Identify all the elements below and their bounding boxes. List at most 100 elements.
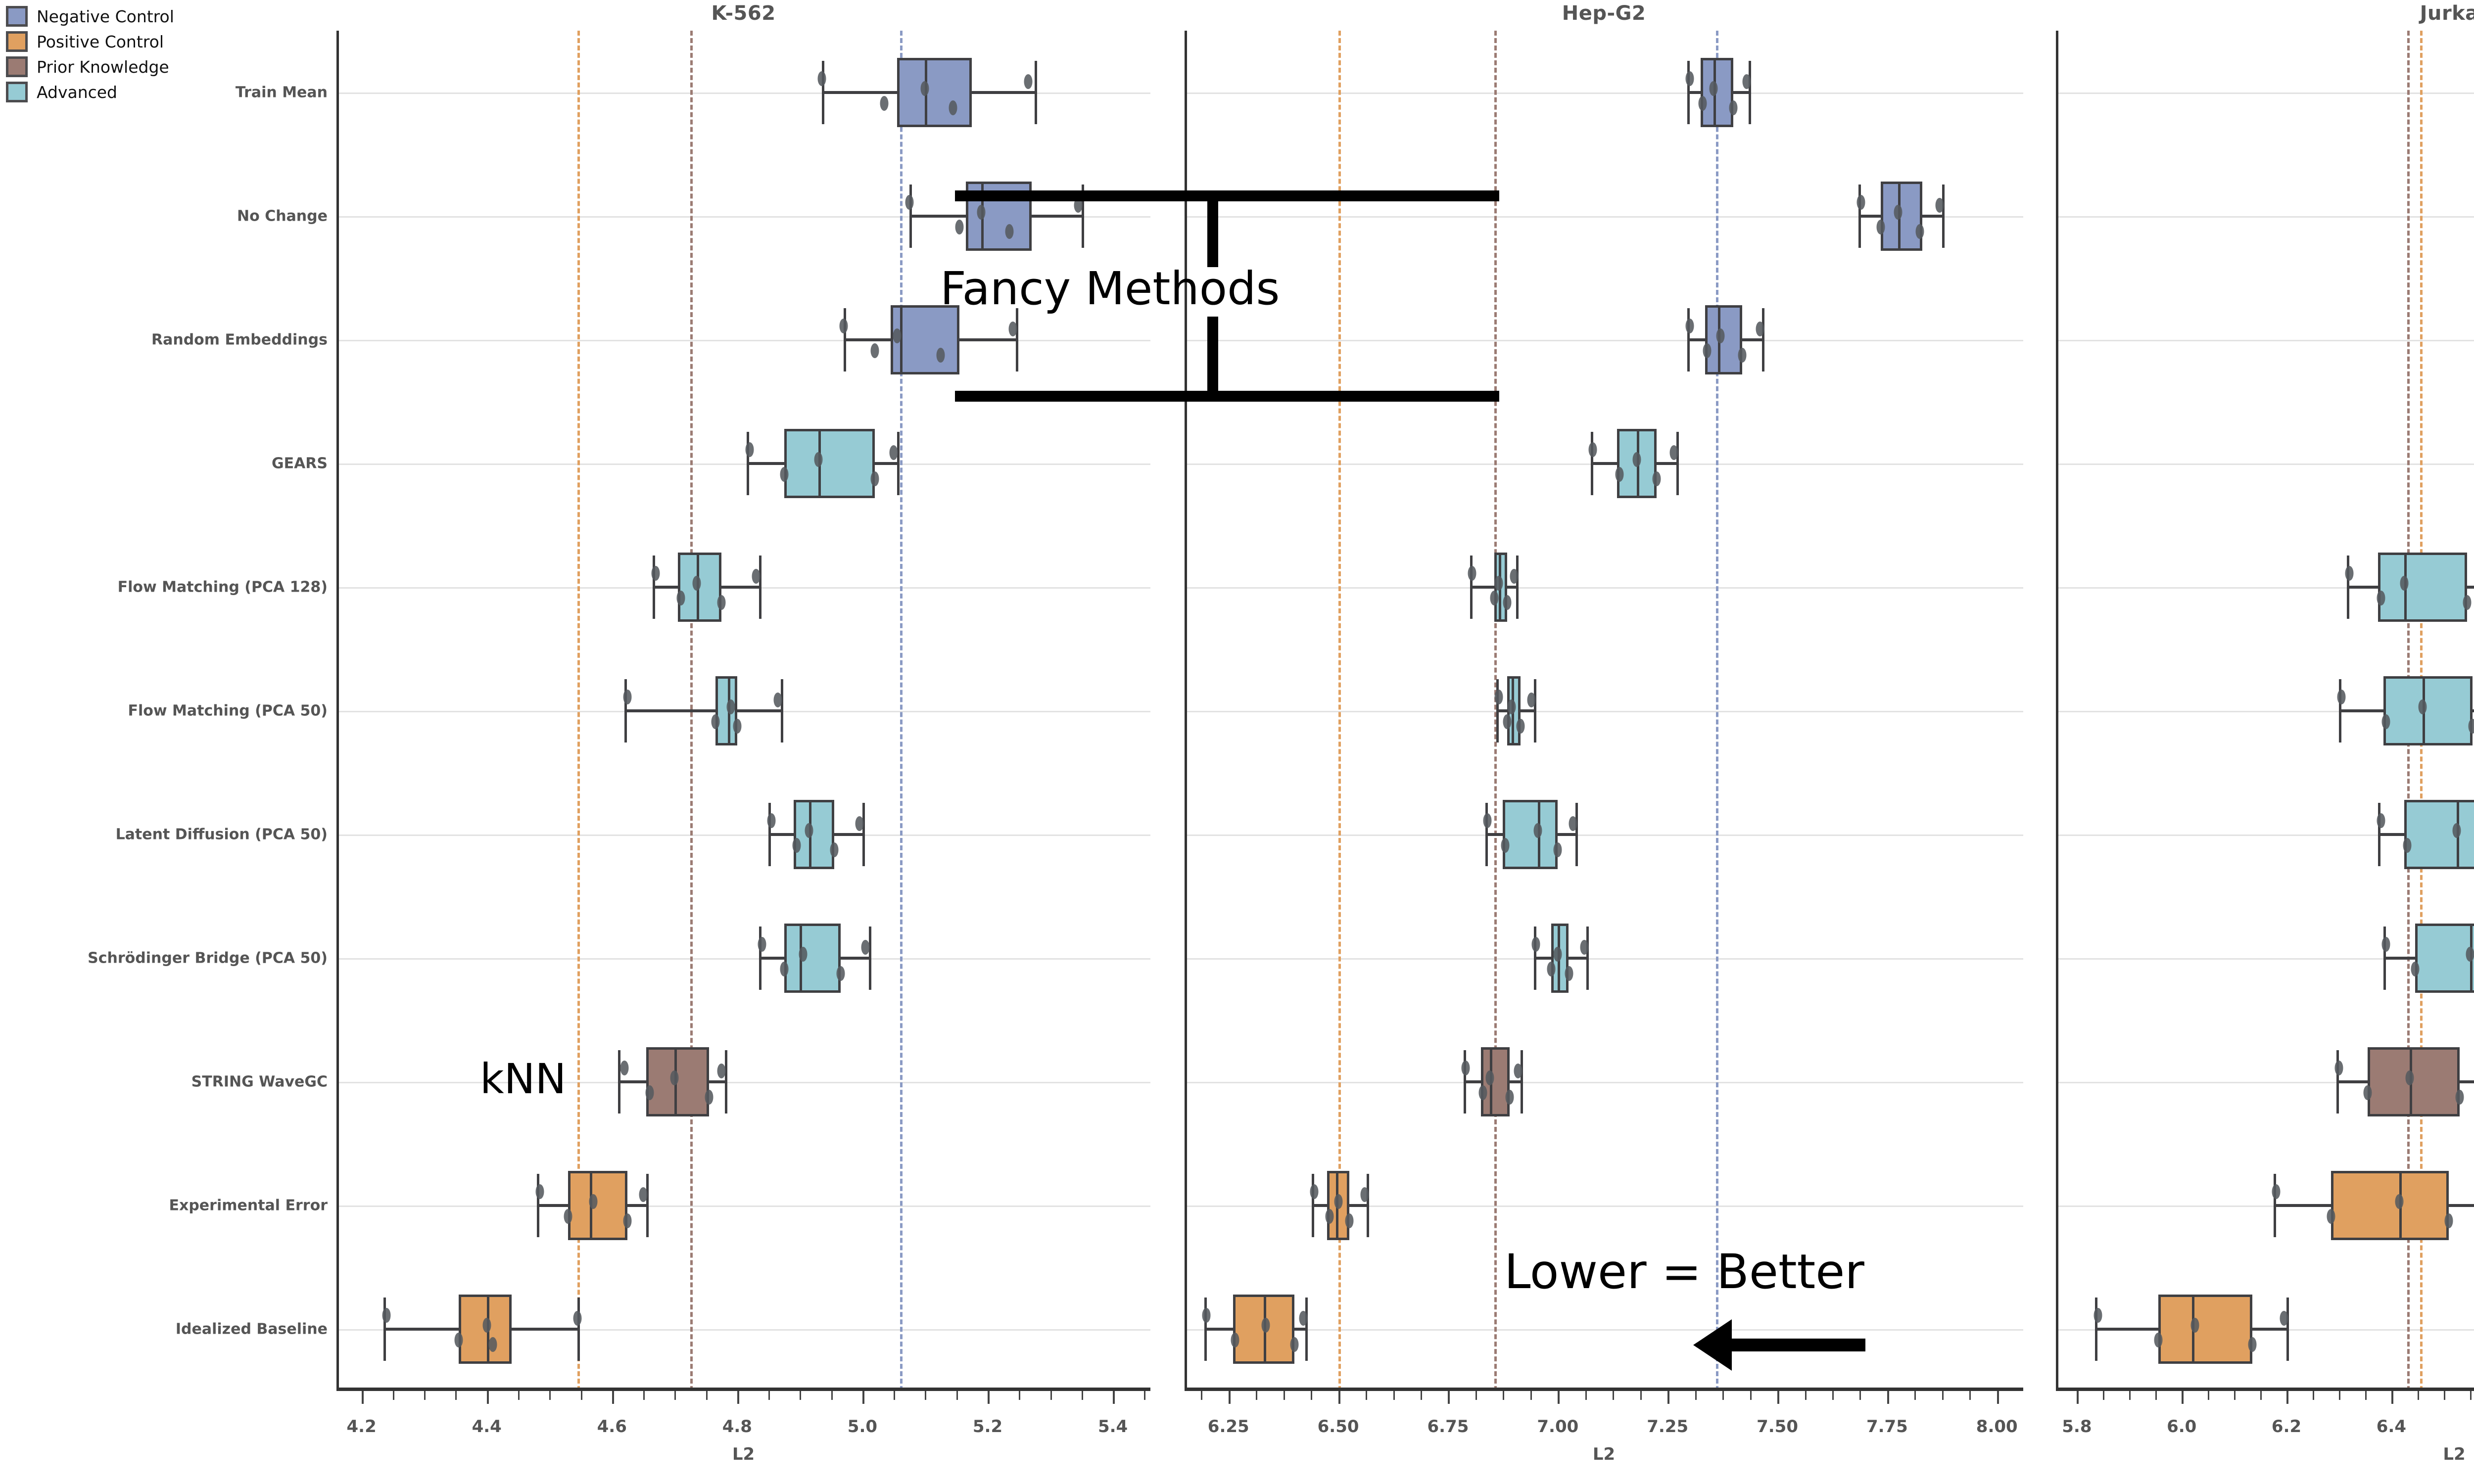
x-axis-tick-label: 8.00 — [1976, 1417, 2018, 1437]
reference-line — [900, 31, 903, 1391]
axis-tick-major — [1448, 1391, 1450, 1404]
data-point — [2248, 1337, 2257, 1352]
data-point — [752, 568, 761, 584]
x-axis-tick-label: 4.6 — [597, 1417, 627, 1437]
gridline-horizontal — [1185, 1329, 2023, 1331]
data-point — [670, 1070, 679, 1085]
box[interactable] — [793, 800, 834, 869]
legend-item[interactable]: Positive Control — [6, 31, 219, 52]
data-point — [855, 816, 864, 831]
box[interactable] — [2158, 1295, 2253, 1364]
whisker-cap — [1586, 926, 1589, 990]
data-point — [2463, 595, 2472, 610]
box[interactable] — [2404, 800, 2474, 869]
box[interactable] — [2368, 1047, 2460, 1116]
axis-tick-major — [1997, 1391, 1999, 1404]
data-point — [1531, 937, 1540, 952]
knn-annotation: kNN — [480, 1055, 567, 1103]
data-point — [805, 823, 813, 838]
axis-spine-left — [336, 31, 339, 1391]
legend: Negative Control Positive Control Prior Kn… — [6, 6, 219, 107]
data-point — [839, 319, 848, 333]
data-point — [836, 966, 845, 981]
data-point — [564, 1209, 572, 1224]
whisker-cap — [1761, 308, 1764, 372]
box[interactable] — [2378, 553, 2468, 622]
data-point — [1510, 568, 1519, 584]
box[interactable] — [2415, 924, 2474, 993]
data-point — [949, 100, 957, 115]
legend-item[interactable]: Prior Knowledge — [6, 56, 219, 77]
whisker-cap — [1470, 555, 1473, 619]
box[interactable] — [784, 429, 875, 498]
axis-tick-minor — [1942, 1391, 1944, 1400]
axis-tick-major — [2077, 1391, 2079, 1404]
axis-tick-minor — [1050, 1391, 1052, 1400]
data-point — [573, 1310, 582, 1326]
legend-swatch-icon — [6, 56, 28, 77]
axis-tick-minor — [1311, 1391, 1313, 1400]
plot-area — [2056, 31, 2474, 1391]
data-point — [1494, 690, 1503, 704]
data-point — [623, 690, 632, 704]
data-point — [1261, 1317, 1270, 1333]
box[interactable] — [1481, 1047, 1510, 1116]
x-axis-tick-label: 7.00 — [1537, 1417, 1579, 1437]
data-point — [1485, 1070, 1494, 1085]
data-point — [1290, 1337, 1299, 1352]
box[interactable] — [568, 1171, 628, 1240]
data-point — [814, 452, 823, 467]
box[interactable] — [2383, 676, 2473, 745]
gridline-horizontal — [2056, 1206, 2474, 1207]
axis-tick-minor — [800, 1391, 802, 1400]
axis-tick-minor — [2155, 1391, 2157, 1400]
panel-hep-g2: Hep-G2 6.25 6.50 6.75 7.00 7.25 7.50 7.75 8.00 L2 — [1185, 2, 2023, 1464]
box[interactable] — [897, 58, 972, 127]
data-point — [1461, 1061, 1470, 1075]
data-point — [1325, 1209, 1334, 1224]
data-point — [1514, 1063, 1522, 1078]
axis-tick-minor — [2470, 1391, 2472, 1400]
data-point — [2405, 1070, 2414, 1085]
whisker-cap — [897, 431, 900, 496]
x-axis-tick-label: 6.0 — [2167, 1417, 2197, 1437]
x-axis-tick-label: 5.4 — [1097, 1417, 1128, 1437]
panel-title: Hep-G2 — [1562, 2, 1646, 25]
data-point — [1503, 595, 1512, 610]
y-axis-label: Flow Matching (PCA 50) — [128, 702, 328, 720]
whisker-cap — [1516, 555, 1519, 619]
median-line — [900, 305, 903, 374]
data-point — [1478, 1085, 1487, 1101]
box[interactable] — [784, 924, 841, 993]
data-point — [1345, 1213, 1354, 1228]
data-point — [1468, 566, 1476, 581]
box[interactable] — [1503, 800, 1558, 869]
whisker-cap — [1858, 184, 1861, 248]
data-point — [870, 343, 879, 359]
data-point — [1698, 96, 1707, 111]
data-point — [651, 566, 660, 581]
reference-line — [577, 31, 580, 1391]
axis-tick-major — [988, 1391, 990, 1404]
data-point — [2395, 1194, 2404, 1209]
legend-label: Prior Knowledge — [37, 57, 169, 77]
y-axis-label: No Change — [237, 207, 328, 225]
axis-tick-major — [1558, 1391, 1560, 1404]
axis-tick-major — [1228, 1391, 1231, 1404]
y-axis-labels: Train Mean No Change Random Embeddings GEAR… — [0, 31, 336, 1391]
gridline-horizontal — [1185, 93, 2023, 94]
data-point — [773, 692, 782, 707]
x-axis-label: L2 — [732, 1444, 755, 1464]
legend-item[interactable]: Negative Control — [6, 6, 219, 27]
axis-tick-minor — [580, 1391, 582, 1400]
gridline-horizontal — [1185, 958, 2023, 960]
axis-tick-minor — [1859, 1391, 1861, 1400]
whisker-cap — [2095, 1297, 2098, 1361]
legend-item[interactable]: Advanced — [6, 82, 219, 102]
data-point — [733, 718, 742, 734]
plot-area — [1185, 31, 2023, 1391]
box[interactable] — [2331, 1171, 2449, 1240]
axis-tick-minor — [1503, 1391, 1505, 1400]
whisker-cap — [1533, 679, 1536, 743]
whisker — [624, 709, 781, 712]
